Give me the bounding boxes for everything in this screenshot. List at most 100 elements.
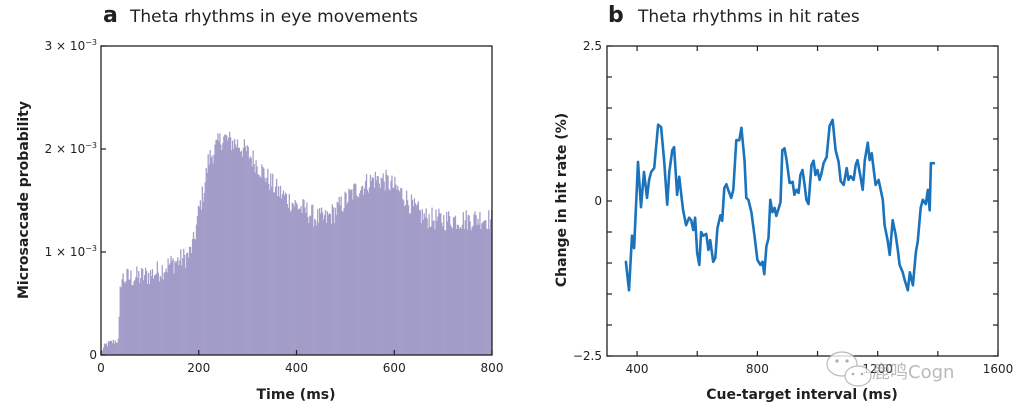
histogram-bar xyxy=(310,216,312,355)
histogram-bar xyxy=(418,209,420,355)
histogram-bar xyxy=(341,210,343,355)
histogram-bar xyxy=(162,279,164,355)
histogram-bar xyxy=(257,174,259,355)
histogram-bar xyxy=(453,217,456,355)
histogram-bar xyxy=(307,217,309,355)
histogram-bar xyxy=(399,191,401,355)
histogram-bar xyxy=(144,267,147,355)
histogram-bar xyxy=(420,223,422,355)
histogram-bar xyxy=(148,284,151,355)
histogram-bar xyxy=(343,208,345,355)
histogram-bar xyxy=(304,207,306,355)
histogram-bar xyxy=(408,213,411,355)
x-tick-label: 600 xyxy=(383,361,406,375)
histogram-bar xyxy=(281,194,284,355)
histogram-bar xyxy=(326,211,329,355)
histogram-bar xyxy=(357,196,359,355)
histogram-bar xyxy=(421,209,423,355)
histogram-bar xyxy=(488,210,490,355)
histogram-bar xyxy=(204,181,206,355)
histogram-bar xyxy=(373,187,375,355)
histogram-bar xyxy=(270,173,272,355)
histogram-bar xyxy=(475,215,477,355)
histogram-bar xyxy=(419,210,421,355)
histogram-bar xyxy=(242,147,245,355)
histogram-bar xyxy=(210,157,212,355)
histogram-bar xyxy=(449,224,452,355)
histogram-bar xyxy=(387,175,389,355)
histogram-bar xyxy=(430,226,432,355)
histogram-bar xyxy=(187,257,190,355)
histogram-bar xyxy=(417,201,419,355)
histogram-bar xyxy=(398,190,400,355)
histogram-bar xyxy=(423,213,425,355)
histogram-bar xyxy=(283,195,286,355)
histogram-bar xyxy=(181,265,183,355)
histogram-bar xyxy=(147,272,150,355)
histogram-bar xyxy=(250,157,252,355)
histogram-bar xyxy=(269,190,271,355)
histogram-bar xyxy=(396,189,398,355)
x-tick-label: 400 xyxy=(626,362,649,376)
histogram-bar xyxy=(451,228,454,355)
histogram-bar xyxy=(154,274,157,355)
histogram-bar xyxy=(467,214,469,355)
histogram-bar xyxy=(406,200,409,355)
histogram-bar xyxy=(136,266,138,355)
histogram-bar xyxy=(317,209,319,355)
histogram-bar xyxy=(306,202,308,355)
histogram-bar xyxy=(173,273,175,355)
histogram-bar xyxy=(370,180,373,355)
histogram-bar xyxy=(386,174,388,355)
histogram-bar xyxy=(128,279,130,355)
histogram-bar xyxy=(273,192,275,355)
histogram-bar xyxy=(297,209,299,355)
histogram-bar xyxy=(193,238,196,355)
histogram-bar xyxy=(446,211,448,355)
histogram-bar xyxy=(391,175,393,355)
panel-a-x-ticks: 0 200 400 600 800 xyxy=(97,350,503,375)
histogram-bar xyxy=(330,223,332,355)
x-tick-label: 800 xyxy=(746,362,769,376)
histogram-bar xyxy=(227,140,229,355)
histogram-bar xyxy=(208,164,210,355)
histogram-bar xyxy=(379,188,381,355)
histogram-bar xyxy=(377,176,379,355)
histogram-bar xyxy=(251,166,253,355)
histogram-bar xyxy=(366,189,369,355)
histogram-bar xyxy=(268,183,270,355)
histogram-bar xyxy=(313,226,315,355)
histogram-bar xyxy=(298,208,300,355)
histogram-bar xyxy=(254,172,256,355)
histogram-bar xyxy=(140,278,142,355)
histogram-bar xyxy=(455,228,458,355)
histogram-bar xyxy=(390,180,392,355)
histogram-bar xyxy=(265,182,267,355)
histogram-bar xyxy=(195,224,198,355)
histogram-bar xyxy=(324,210,327,355)
panel-a-y-label: Microsaccade probability xyxy=(16,101,32,299)
histogram-bar xyxy=(149,270,152,355)
histogram-bar xyxy=(245,151,247,355)
y-tick-label: 1 × 10−3 xyxy=(45,244,97,259)
histogram-bar xyxy=(411,199,414,355)
histogram-bar xyxy=(102,347,105,355)
histogram-bar xyxy=(271,186,273,355)
histogram-bar xyxy=(428,214,430,355)
histogram-bar xyxy=(260,177,262,355)
histogram-bar xyxy=(335,215,337,355)
histogram-bar xyxy=(447,221,449,355)
histogram-bar xyxy=(285,193,288,355)
histogram-bar xyxy=(448,211,450,355)
histogram-bar xyxy=(244,146,246,355)
histogram-bar xyxy=(144,274,146,355)
histogram-bar xyxy=(397,185,399,355)
histogram-bar xyxy=(276,196,279,355)
histogram-bar xyxy=(178,265,180,355)
histogram-bar xyxy=(489,229,491,355)
histogram-bar xyxy=(157,272,159,355)
histogram-bar xyxy=(380,177,382,355)
histogram-bar xyxy=(472,225,474,355)
histogram-bar xyxy=(456,224,459,355)
histogram-bar xyxy=(300,205,302,355)
